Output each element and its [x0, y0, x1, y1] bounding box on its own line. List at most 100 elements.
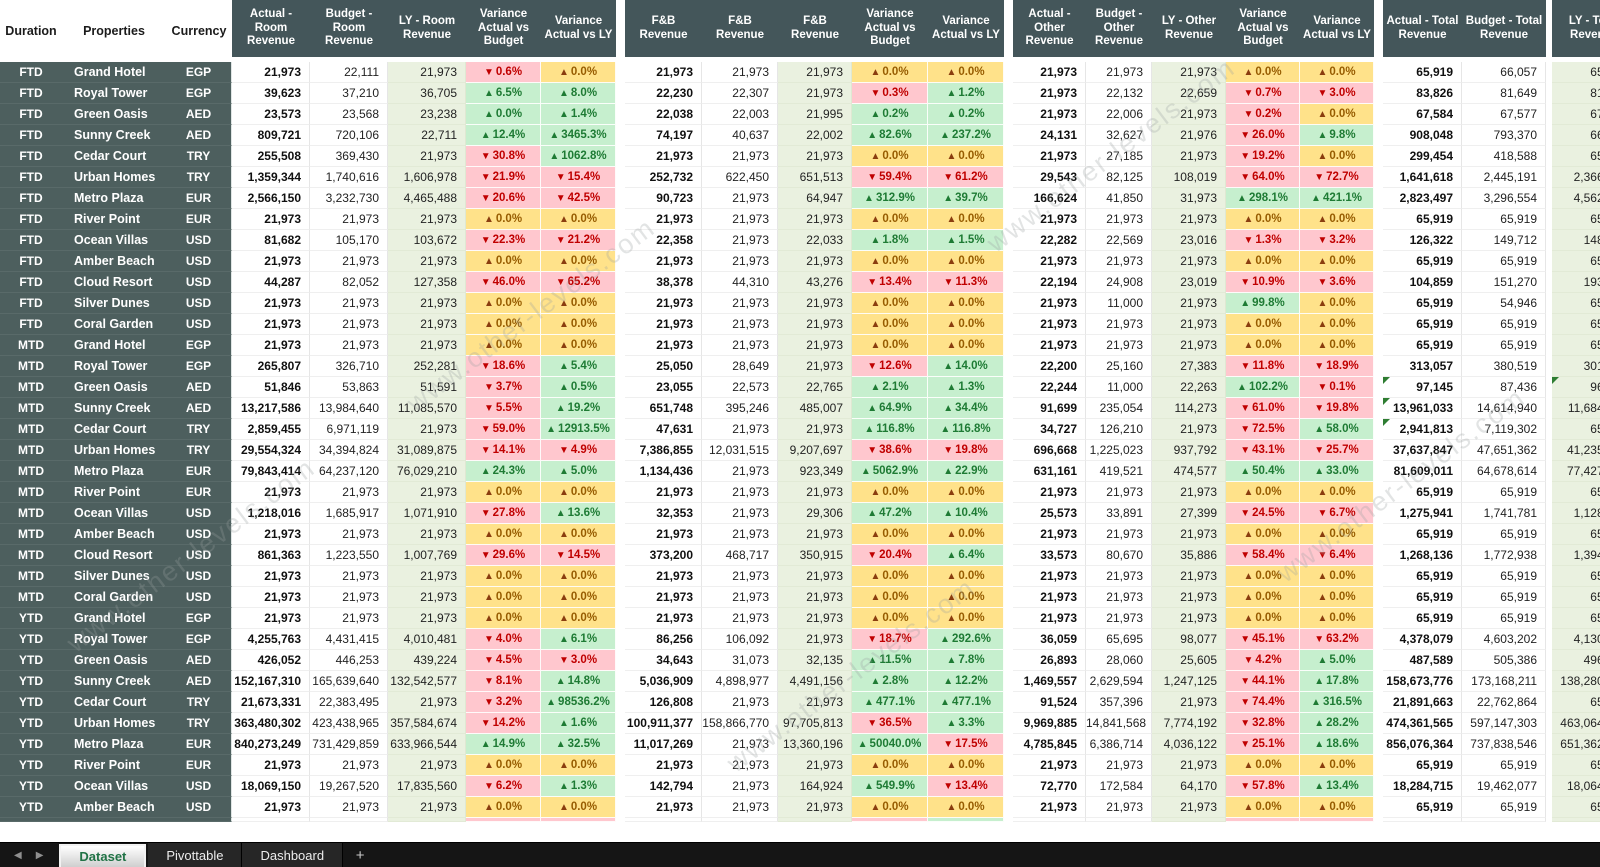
currency-cell[interactable]: USD: [166, 272, 232, 293]
revenue-cell[interactable]: 21,976: [1152, 125, 1226, 146]
revenue-cell[interactable]: 21,973: [310, 335, 388, 356]
variance-cell[interactable]: ▲ 116.8%: [928, 419, 1004, 440]
revenue-cell[interactable]: 2,859,455: [232, 419, 310, 440]
property-cell[interactable]: River Point: [62, 755, 166, 776]
revenue-cell[interactable]: 1,223,550: [310, 545, 388, 566]
revenue-cell[interactable]: 82,052: [310, 272, 388, 293]
revenue-cell[interactable]: 21,973: [778, 797, 852, 818]
variance-cell[interactable]: ▼ 12.6%: [852, 356, 928, 377]
revenue-cell[interactable]: 21,973: [1086, 524, 1152, 545]
revenue-cell[interactable]: 235,054: [1086, 398, 1152, 419]
variance-cell[interactable]: ▲ 0.0%: [1226, 587, 1300, 608]
revenue-cell[interactable]: 32,135: [778, 650, 852, 671]
revenue-cell[interactable]: 22,244: [1013, 377, 1086, 398]
sheet-tab-dashboard[interactable]: Dashboard: [242, 843, 344, 867]
variance-cell[interactable]: ▲ 1.4%: [541, 104, 616, 125]
variance-cell[interactable]: ▲ 8.0%: [541, 83, 616, 104]
revenue-cell[interactable]: 142,794: [625, 776, 702, 797]
variance-cell[interactable]: ▲ 1.8%: [852, 230, 928, 251]
duration-cell[interactable]: FTD: [0, 125, 62, 146]
revenue-cell[interactable]: 21,973: [778, 566, 852, 587]
revenue-cell[interactable]: 29,306: [778, 503, 852, 524]
variance-cell[interactable]: ▼14.5%: [541, 545, 616, 566]
revenue-cell[interactable]: 22,659: [1152, 83, 1226, 104]
variance-cell[interactable]: ▲ 0.0%: [1300, 293, 1374, 314]
variance-cell[interactable]: ▲ 0.0%: [928, 566, 1004, 587]
revenue-cell[interactable]: 65,919: [1552, 146, 1600, 167]
variance-cell[interactable]: ▲ 0.0%: [928, 293, 1004, 314]
revenue-cell[interactable]: 21,973: [388, 755, 466, 776]
variance-cell[interactable]: ▲ 17.8%: [1300, 671, 1374, 692]
variance-cell[interactable]: ▼58.4%: [1226, 818, 1300, 822]
property-cell[interactable]: Amber Beach: [62, 251, 166, 272]
column-header[interactable]: F&B Revenue: [625, 0, 702, 57]
variance-cell[interactable]: ▲ 0.0%: [466, 314, 541, 335]
revenue-cell[interactable]: 485,007: [778, 398, 852, 419]
revenue-cell[interactable]: 21,973: [232, 62, 310, 83]
currency-cell[interactable]: USD: [166, 293, 232, 314]
revenue-cell[interactable]: 21,973: [702, 608, 778, 629]
variance-cell[interactable]: ▼ 0.2%: [1226, 104, 1300, 125]
duration-cell[interactable]: FTD: [0, 167, 62, 188]
revenue-cell[interactable]: 395,246: [702, 398, 778, 419]
revenue-cell[interactable]: 840,273,249: [232, 734, 310, 755]
revenue-cell[interactable]: 4,130,531: [1552, 629, 1600, 650]
revenue-cell[interactable]: 21,973: [702, 314, 778, 335]
variance-cell[interactable]: ▼ 57.8%: [1226, 776, 1300, 797]
revenue-cell[interactable]: 21,973: [625, 587, 702, 608]
property-cell[interactable]: Grand Hotel: [62, 608, 166, 629]
property-cell[interactable]: Urban Homes: [62, 713, 166, 734]
revenue-cell[interactable]: 22,762,864: [1462, 692, 1546, 713]
revenue-cell[interactable]: 21,973: [232, 335, 310, 356]
revenue-cell[interactable]: 97,145: [1383, 377, 1462, 398]
revenue-cell[interactable]: 11,017,269: [625, 734, 702, 755]
revenue-cell[interactable]: 34,727: [1013, 419, 1086, 440]
variance-cell[interactable]: ▲ 237.2%: [928, 125, 1004, 146]
revenue-cell[interactable]: 65,919: [1462, 587, 1546, 608]
revenue-cell[interactable]: 731,429,859: [310, 734, 388, 755]
revenue-cell[interactable]: 65,919: [1552, 482, 1600, 503]
revenue-cell[interactable]: 21,973: [625, 62, 702, 83]
currency-cell[interactable]: USD: [166, 545, 232, 566]
revenue-cell[interactable]: 87,436: [1462, 377, 1546, 398]
revenue-cell[interactable]: 4,491,156: [778, 671, 852, 692]
revenue-cell[interactable]: 21,973: [388, 62, 466, 83]
variance-cell[interactable]: ▲ 0.0%: [541, 797, 616, 818]
variance-cell[interactable]: ▼ 72.7%: [1300, 167, 1374, 188]
variance-cell[interactable]: ▲ 32.5%: [541, 734, 616, 755]
revenue-cell[interactable]: 13,217,586: [232, 398, 310, 419]
revenue-cell[interactable]: 21,973: [1086, 482, 1152, 503]
property-cell[interactable]: Grand Hotel: [62, 62, 166, 83]
variance-cell[interactable]: ▼ 4.2%: [1226, 650, 1300, 671]
revenue-cell[interactable]: 21,973: [1152, 251, 1226, 272]
variance-cell[interactable]: ▲ 11.5%: [852, 650, 928, 671]
variance-cell[interactable]: ▲ 14.0%: [928, 356, 1004, 377]
variance-cell[interactable]: ▲ 0.0%: [1226, 566, 1300, 587]
revenue-cell[interactable]: 21,973: [232, 587, 310, 608]
revenue-cell[interactable]: 21,973: [778, 692, 852, 713]
revenue-cell[interactable]: 47,651,362: [1462, 440, 1546, 461]
revenue-cell[interactable]: 65,919: [1383, 209, 1462, 230]
duration-cell[interactable]: MTD: [0, 377, 62, 398]
revenue-cell[interactable]: 21,973: [1086, 608, 1152, 629]
variance-cell[interactable]: ▼20.4%: [852, 545, 928, 566]
revenue-cell[interactable]: 633,966,544: [388, 734, 466, 755]
variance-cell[interactable]: ▲ 477.1%: [928, 692, 1004, 713]
revenue-cell[interactable]: 22,033: [778, 230, 852, 251]
revenue-cell[interactable]: 12,031,515: [702, 440, 778, 461]
variance-cell[interactable]: ▼14.5%: [541, 818, 616, 822]
property-cell[interactable]: Metro Plaza: [62, 461, 166, 482]
revenue-cell[interactable]: 21,973: [625, 335, 702, 356]
duration-cell[interactable]: MTD: [0, 482, 62, 503]
variance-cell[interactable]: ▲ 6.5%: [466, 83, 541, 104]
revenue-cell[interactable]: 21,973: [702, 146, 778, 167]
revenue-cell[interactable]: 11,085,570: [388, 398, 466, 419]
variance-cell[interactable]: ▲ 0.0%: [928, 797, 1004, 818]
variance-cell[interactable]: ▲ 0.0%: [852, 566, 928, 587]
revenue-cell[interactable]: 21,973: [310, 566, 388, 587]
revenue-cell[interactable]: 21,973: [702, 503, 778, 524]
revenue-cell[interactable]: 2,629,594: [1086, 671, 1152, 692]
revenue-cell[interactable]: 4,603,202: [1462, 629, 1546, 650]
revenue-cell[interactable]: 21,973: [310, 797, 388, 818]
revenue-cell[interactable]: 19,267,520: [310, 776, 388, 797]
